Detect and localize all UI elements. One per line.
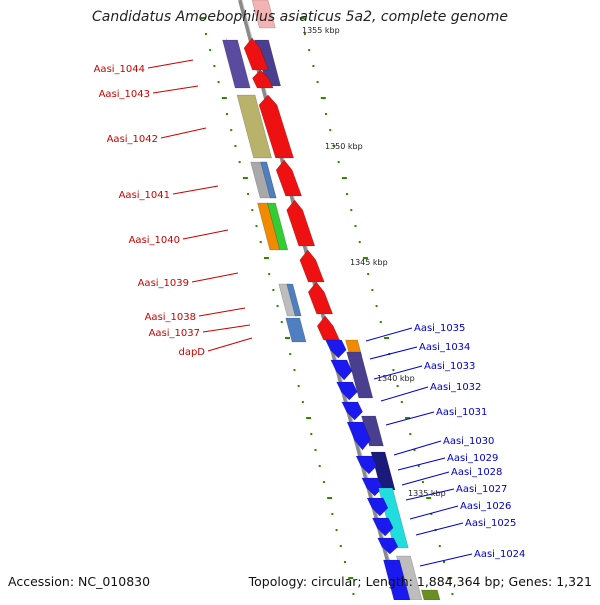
gene-block-aasi-1040-green	[267, 202, 289, 251]
gene-label-dapd[interactable]: dapD	[178, 347, 205, 358]
leader-right-9	[409, 505, 459, 520]
gene-label-aasi-1031[interactable]: Aasi_1031	[436, 407, 487, 418]
leader-right-4	[385, 411, 435, 426]
gene-block-aasi-1034	[330, 359, 353, 381]
gene-block-aasi-1032	[341, 401, 363, 421]
leader-right-8	[405, 488, 455, 501]
gene-block-aasi-1035	[325, 339, 347, 359]
gene-label-aasi-1027[interactable]: Aasi_1027	[456, 484, 507, 495]
gene-block-aasi-1037	[307, 281, 334, 315]
gene-block-aasi-1031	[346, 421, 371, 451]
gene-label-aasi-1042[interactable]: Aasi_1042	[107, 134, 158, 145]
gene-block-aasi-1039	[286, 199, 316, 247]
gene-label-aasi-1043[interactable]: Aasi_1043	[99, 89, 150, 100]
gene-label-aasi-1034[interactable]: Aasi_1034	[419, 342, 470, 353]
leader-right-6	[397, 457, 446, 471]
scale-label-1350: 1350 kbp	[325, 142, 363, 151]
scale-label-1335: 1335 kbp	[408, 489, 446, 498]
gene-block-aasi-1041-blue	[260, 161, 277, 199]
scale-label-1355: 1355 kbp	[302, 26, 340, 35]
leader-left-5	[191, 272, 239, 283]
leader-right-5	[393, 440, 442, 456]
gene-block-aasi-1034-box	[346, 351, 374, 399]
gene-label-aasi-1033[interactable]: Aasi_1033	[424, 361, 475, 372]
gene-block-aasi-1040	[275, 159, 303, 197]
gene-block-aasi-1038	[299, 249, 325, 283]
gene-label-aasi-1024[interactable]: Aasi_1024	[474, 549, 525, 560]
gene-block-aasi-1030	[355, 455, 378, 475]
gene-label-aasi-1044[interactable]: Aasi_1044	[94, 64, 145, 75]
leader-left-7	[202, 324, 251, 333]
gene-block-partial-top	[251, 0, 276, 29]
map-title: Candidatus Amoebophilus asiaticus 5a2, c…	[92, 9, 508, 25]
leader-right-3	[380, 386, 429, 402]
leader-left-8	[207, 337, 253, 352]
gene-label-aasi-1026[interactable]: Aasi_1026	[460, 501, 511, 512]
gene-block-aasi-1033	[336, 381, 358, 401]
scale-label-1340: 1340 kbp	[377, 374, 415, 383]
gene-label-aasi-1038[interactable]: Aasi_1038	[145, 312, 196, 323]
gene-label-aasi-1030[interactable]: Aasi_1030	[443, 436, 494, 447]
gene-label-aasi-1035[interactable]: Aasi_1035	[414, 323, 465, 334]
leader-right-10	[415, 522, 464, 536]
accession-text: Accession: NC_010830	[8, 574, 151, 589]
leader-left-3	[172, 185, 219, 195]
topology-text: Topology: circular; Length: 1,884,364 bp…	[248, 574, 592, 589]
gene-block-aasi-1025	[377, 537, 399, 555]
gene-features	[222, 0, 441, 601]
gene-block-dapd-blue	[285, 317, 307, 343]
tick-marks	[200, 17, 454, 595]
leader-left-4	[182, 229, 229, 240]
leader-right-11	[419, 553, 473, 567]
gene-block-partial-bottom	[420, 589, 441, 601]
gene-label-aasi-1039[interactable]: Aasi_1039	[138, 278, 189, 289]
gene-block-dapd	[316, 315, 340, 341]
gene-block-aasi-1028	[366, 497, 389, 517]
leader-left-0	[147, 59, 194, 69]
leader-right-2	[373, 365, 423, 380]
leader-left-1	[152, 85, 199, 94]
scale-label-1345: 1345 kbp	[350, 258, 388, 267]
leader-left-2	[160, 127, 207, 139]
leader-right-0	[365, 327, 413, 342]
gene-label-aasi-1037[interactable]: Aasi_1037	[149, 328, 200, 339]
gene-label-aasi-1029[interactable]: Aasi_1029	[447, 453, 498, 464]
gene-block-aasi-1043	[252, 69, 274, 89]
gene-label-aasi-1040[interactable]: Aasi_1040	[129, 235, 180, 246]
leader-right-1	[369, 346, 418, 360]
gene-label-aasi-1041[interactable]: Aasi_1041	[119, 190, 170, 201]
gene-label-aasi-1028[interactable]: Aasi_1028	[451, 467, 502, 478]
gene-block-aasi-1044-box	[222, 39, 251, 89]
gene-block-aasi-1029	[361, 477, 383, 497]
gene-block-aasi-1026	[371, 517, 394, 537]
gene-block-aasi-1042-box	[236, 94, 272, 159]
gene-block-aasi-1030-box	[370, 451, 396, 491]
leader-right-7	[401, 471, 450, 486]
gene-block-aasi-1042	[258, 94, 295, 159]
leader-left-6	[198, 307, 246, 317]
gene-label-aasi-1025[interactable]: Aasi_1025	[465, 518, 516, 529]
gene-block-aasi-1038-blue	[286, 283, 302, 317]
label-leaders	[147, 59, 473, 567]
gene-label-aasi-1032[interactable]: Aasi_1032	[430, 382, 481, 393]
